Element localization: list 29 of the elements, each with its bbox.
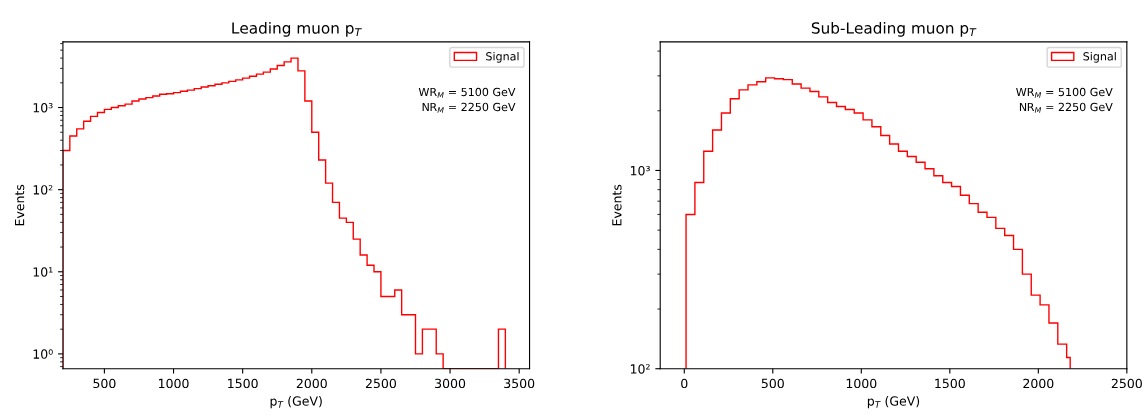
x-tick-label: 1000 xyxy=(159,378,189,389)
y-tick-label: 10¹ xyxy=(33,267,53,277)
x-tick-label: 3500 xyxy=(504,378,535,389)
x-tick-label: 3000 xyxy=(435,378,466,389)
text: WR$_{M}$ = 5100 GeV NR$_{M}$ = 2250 GeV xyxy=(1016,87,1113,113)
x-tick-label: 2000 xyxy=(1023,378,1054,389)
y-tick-label: 10³ xyxy=(33,103,53,113)
x-tick-label: 1000 xyxy=(846,378,877,389)
y-axis-title: Events xyxy=(15,184,25,226)
x-tick-label: 500 xyxy=(761,378,784,389)
x-tick-label: 1500 xyxy=(935,378,965,389)
legend-label: Signal xyxy=(1083,51,1116,63)
x-axis-title: p$_{T}$ (GeV) xyxy=(867,396,920,409)
x-tick-label: 2500 xyxy=(1111,378,1142,389)
x-axis-title: p$_{T}$ (GeV) xyxy=(270,396,322,409)
x-tick-label: 0 xyxy=(681,378,688,389)
text: WR$_{M}$ = 5100 GeV NR$_{M}$ = 2250 GeV xyxy=(418,87,516,113)
x-tick-label: 500 xyxy=(93,378,116,389)
legend-label: Signal xyxy=(486,51,519,63)
x-tick-label: 2500 xyxy=(365,378,396,389)
chart-title: Leading muon p$_{T}$ xyxy=(232,21,362,37)
x-tick-label: 1500 xyxy=(228,378,258,389)
x-tick-label: 2000 xyxy=(296,378,327,389)
y-axis-title: Events xyxy=(612,184,622,226)
y-tick-label: 10² xyxy=(33,185,53,195)
y-tick-label: 10³ xyxy=(630,165,650,176)
chart-title: Sub-Leading muon p$_{T}$ xyxy=(811,21,977,37)
y-tick-label: 10² xyxy=(630,364,650,374)
y-tick-label: 10⁰ xyxy=(33,349,53,359)
